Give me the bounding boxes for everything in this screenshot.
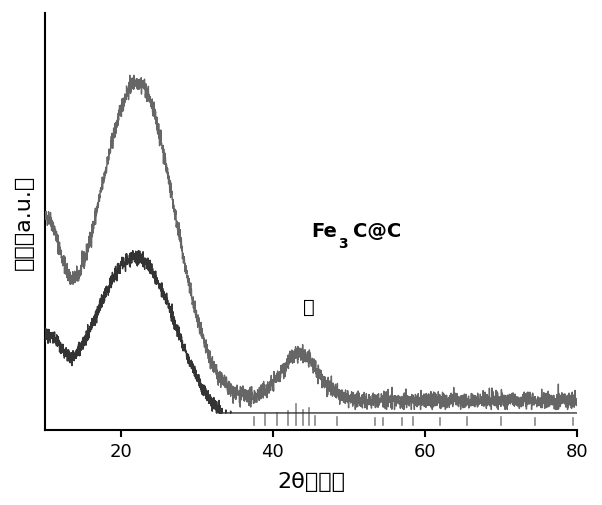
Text: 碘: 碘 xyxy=(303,297,315,316)
Text: C@C: C@C xyxy=(353,221,402,240)
Text: 3: 3 xyxy=(338,237,348,251)
Text: Fe: Fe xyxy=(311,221,337,240)
X-axis label: 2θ（度）: 2θ（度） xyxy=(277,471,345,491)
Y-axis label: 强度（a.u.）: 强度（a.u.） xyxy=(14,175,34,270)
